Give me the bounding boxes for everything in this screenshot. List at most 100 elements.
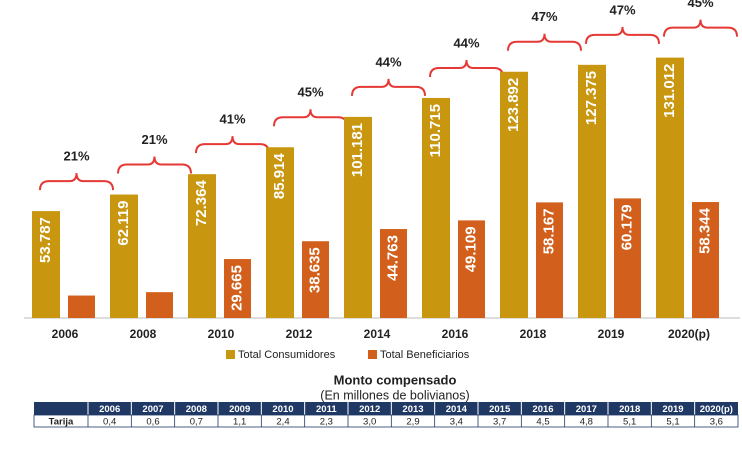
table-cell: 2,4: [276, 417, 289, 428]
brace: [195, 136, 270, 154]
bar: [110, 194, 138, 318]
x-tick-label: 2018: [520, 327, 547, 341]
bar: [32, 211, 60, 318]
brace: [429, 59, 504, 78]
brace: [663, 19, 738, 37]
data-label: 62.119: [115, 201, 132, 246]
table-cell: 5,1: [623, 417, 636, 428]
bar: [692, 202, 719, 318]
table-row-label: Tarija: [49, 417, 74, 428]
data-label: 49.109: [462, 226, 479, 272]
table-cell: 3,0: [363, 417, 376, 428]
bar: [266, 147, 294, 318]
table-header: 2009: [229, 404, 250, 415]
data-label: 101.181: [349, 123, 366, 177]
bar: [302, 241, 329, 318]
table-header: 2020(p): [700, 404, 733, 415]
table-header: 2019: [662, 404, 683, 415]
data-label: 53.787: [37, 217, 54, 263]
bar: [458, 220, 485, 318]
bar: [146, 292, 173, 318]
annotation: 45%: [687, 0, 713, 10]
brace: [507, 33, 582, 51]
x-tick-label: 2012: [286, 327, 313, 341]
annotation: 45%: [297, 85, 323, 100]
bar: [578, 64, 606, 318]
table-header: 2013: [402, 404, 423, 415]
table-subtitle: (En millones de bolivianos): [320, 388, 469, 402]
annotation: 44%: [453, 35, 479, 50]
table-header: 2011: [316, 404, 337, 415]
bar: [224, 259, 251, 318]
brace: [117, 156, 192, 174]
bar: [68, 295, 95, 318]
table-cell: 3,7: [493, 417, 506, 428]
bar: [500, 71, 528, 318]
table-header: 2018: [619, 404, 640, 415]
annotation: 21%: [141, 132, 167, 147]
bar: [344, 116, 372, 318]
legend-swatch: [226, 350, 235, 359]
table-cell: 0,7: [190, 417, 203, 428]
annotation: 47%: [531, 9, 557, 24]
table-header: 2016: [532, 404, 553, 415]
table-cell: 2,3: [320, 417, 333, 428]
annotation: 47%: [609, 2, 635, 17]
annotation: 21%: [63, 149, 89, 164]
table-header: 2008: [186, 404, 207, 415]
table-row-bg: [33, 414, 739, 428]
data-label: 123.892: [505, 78, 522, 132]
bar: [422, 97, 450, 318]
x-tick-label: 2014: [364, 327, 391, 341]
table-header: 2015: [489, 404, 511, 415]
x-tick-label: 2010: [208, 327, 235, 341]
data-label: 44.763: [384, 235, 401, 281]
data-label: 110.715: [427, 104, 444, 157]
table-header: 2010: [272, 404, 293, 415]
annotation: 44%: [375, 54, 401, 69]
data-label: 60.179: [618, 204, 635, 250]
brace: [351, 78, 426, 96]
table-cell: 4,8: [580, 417, 593, 428]
brace: [273, 109, 348, 127]
data-label: 38.635: [306, 247, 323, 293]
table-header: 2017: [576, 404, 597, 415]
table-cell: 3,4: [450, 417, 463, 428]
x-tick-label: 2008: [130, 327, 157, 341]
brace: [39, 173, 114, 191]
x-tick-label: 2019: [598, 327, 625, 341]
table-header: 2014: [446, 404, 468, 415]
bar: [188, 174, 216, 318]
table-title: Monto compensado: [334, 372, 457, 387]
table-cell: 5,1: [666, 417, 679, 428]
table-cell: 0,4: [103, 417, 116, 428]
table-cell: 4,5: [536, 417, 549, 428]
legend-swatch: [368, 350, 377, 359]
data-label: 58.167: [540, 208, 557, 254]
data-label: 85.914: [271, 153, 288, 200]
x-tick-label: 2006: [52, 327, 79, 341]
table-cell: 1,1: [233, 417, 246, 428]
x-tick-label: 2020(p): [668, 327, 710, 341]
data-label: 127.375: [583, 71, 600, 125]
legend-label: Total Beneficiarios: [380, 349, 470, 361]
legend-label: Total Consumidores: [238, 349, 336, 361]
table-header: 2012: [359, 404, 380, 415]
data-label: 131.012: [661, 64, 678, 118]
data-label: 58.344: [696, 207, 713, 254]
annotation: 41%: [219, 112, 245, 127]
table-cell: 0,6: [146, 417, 159, 428]
brace: [585, 26, 660, 44]
bar: [656, 57, 684, 319]
table-cell: 3,6: [710, 417, 723, 428]
table-cell: 2,9: [406, 417, 419, 428]
x-tick-label: 2016: [442, 327, 469, 341]
table-header: 2006: [99, 404, 120, 415]
bar: [380, 229, 407, 318]
bar: [536, 202, 563, 318]
data-label: 29.665: [228, 265, 245, 311]
table-header: 2007: [142, 404, 163, 415]
data-label: 72.364: [193, 180, 210, 227]
bar: [614, 198, 641, 318]
